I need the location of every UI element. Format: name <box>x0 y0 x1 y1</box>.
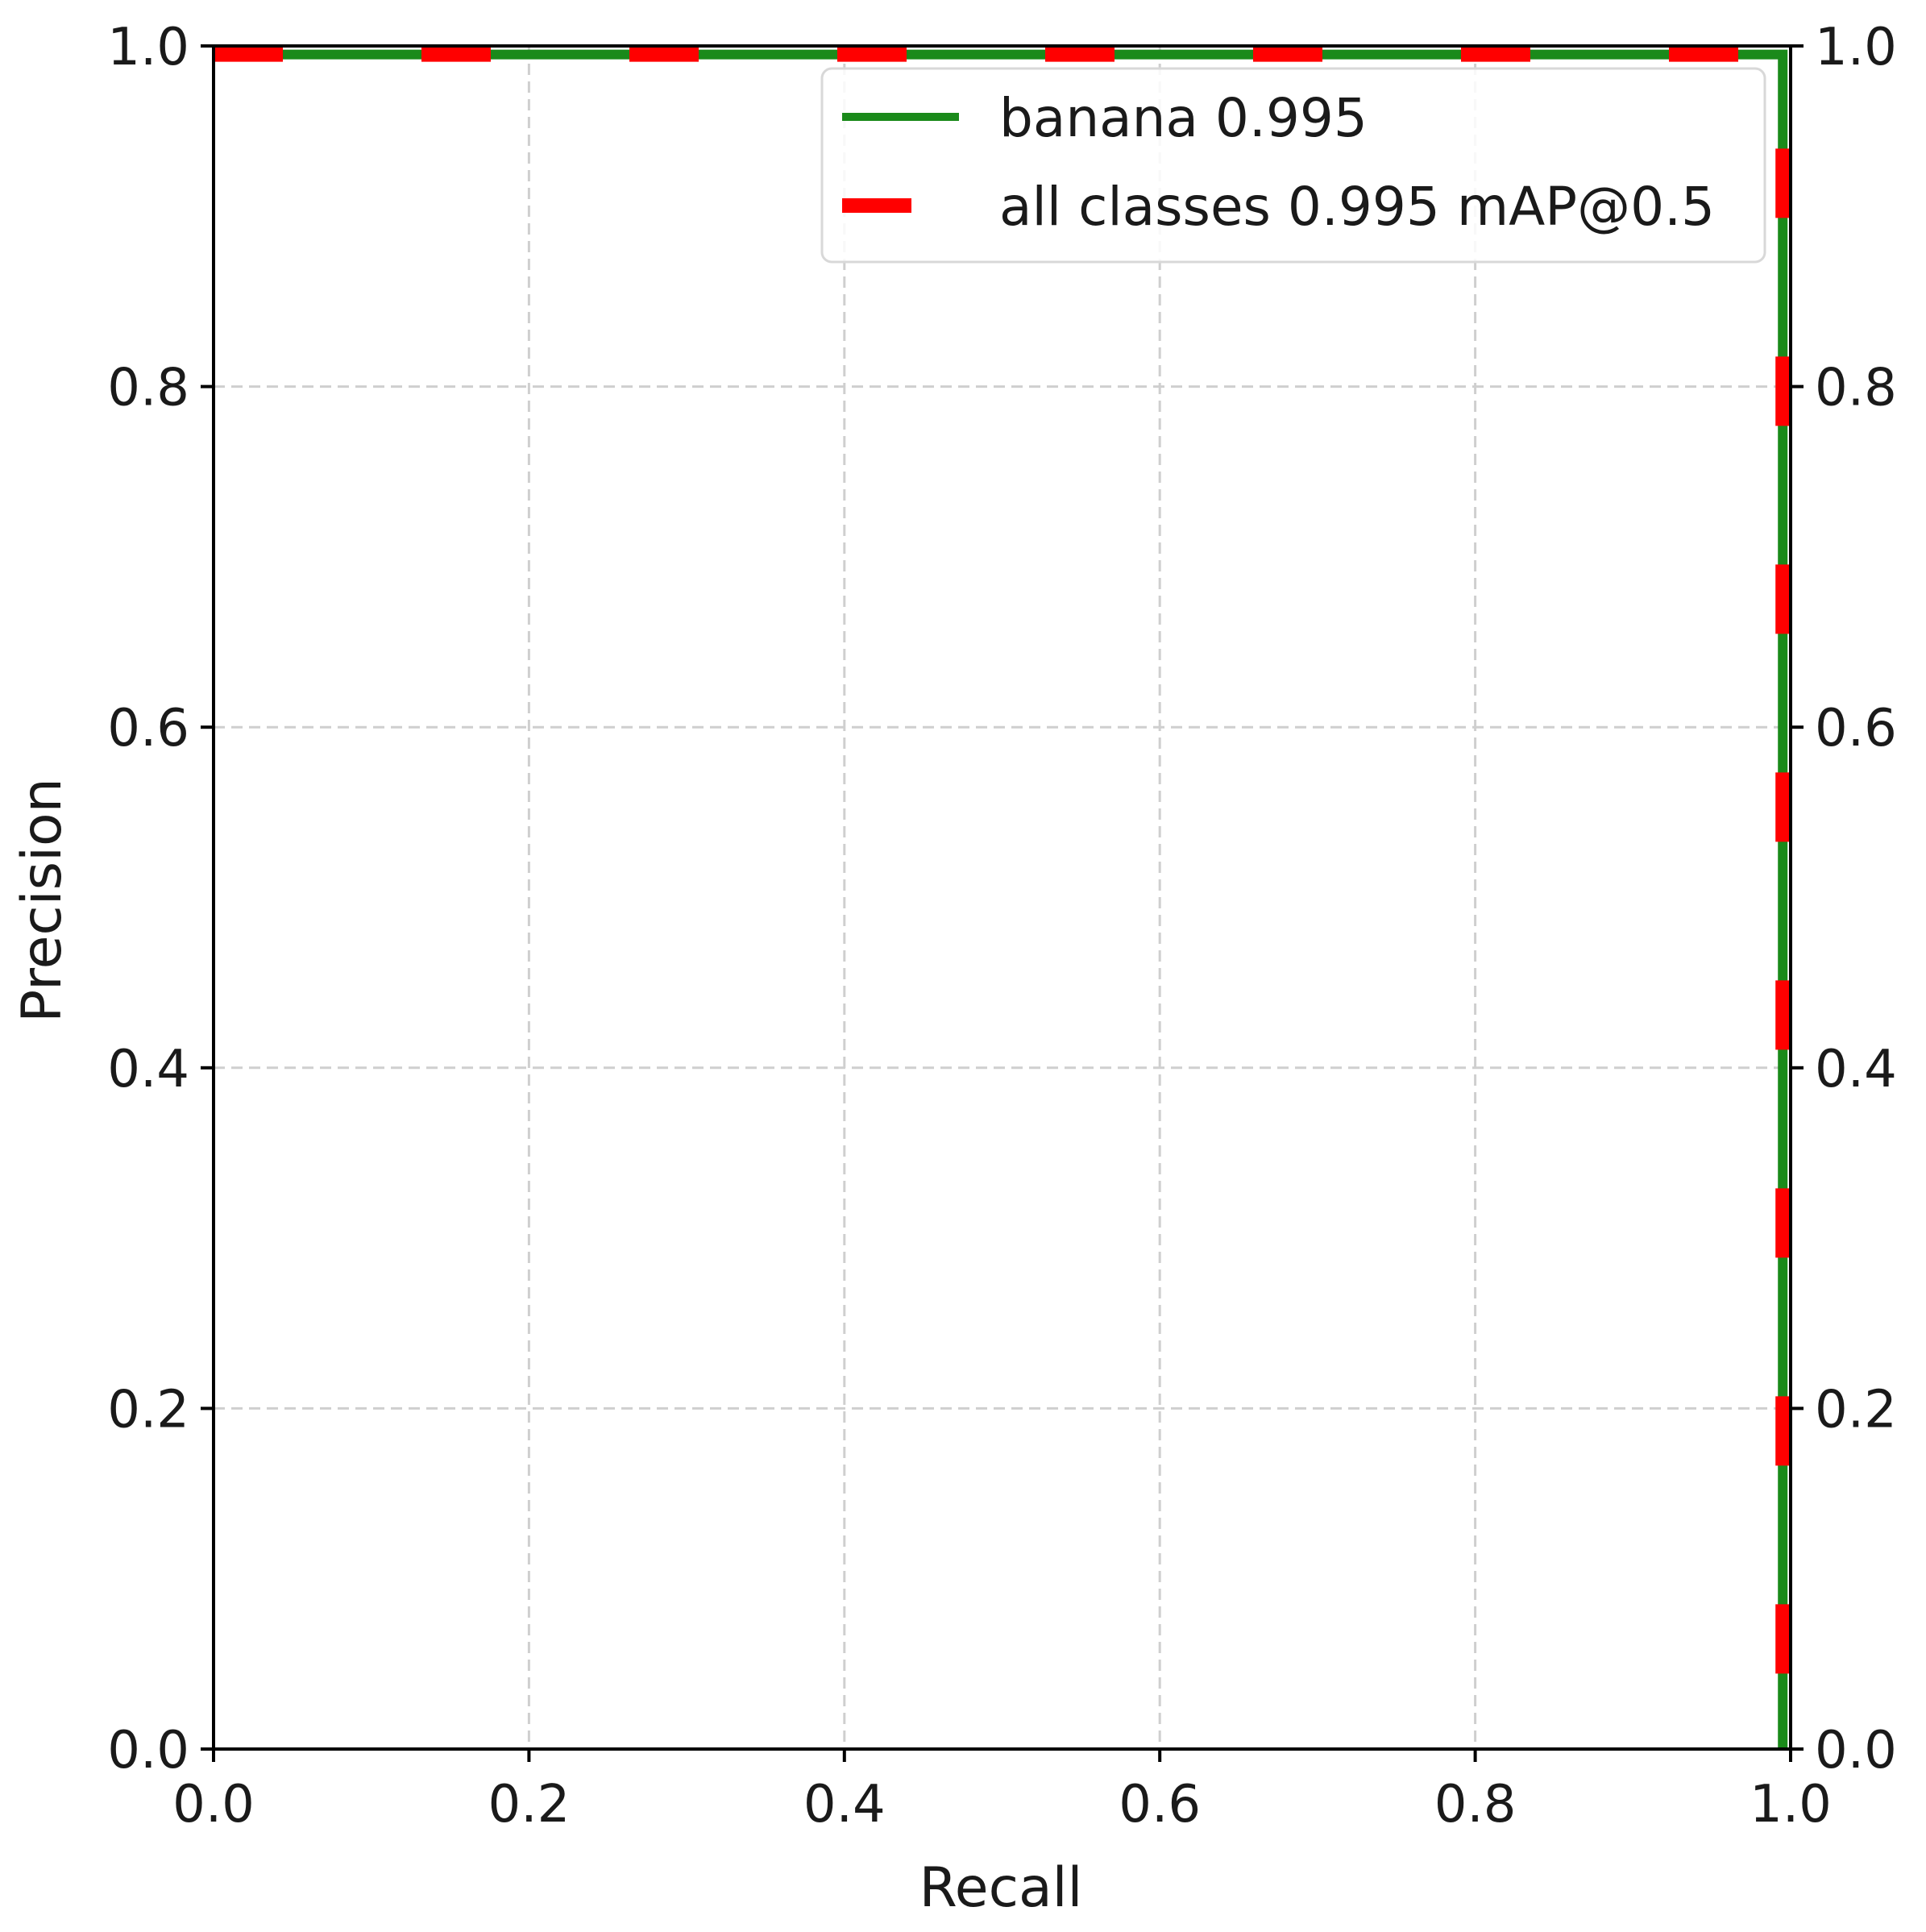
x-tick-label: 0.8 <box>1434 1775 1517 1834</box>
series-line-0 <box>214 49 1788 1749</box>
legend-label-1: all classes 0.995 mAP@0.5 <box>999 176 1715 238</box>
x-tick-label: 0.4 <box>803 1775 886 1834</box>
legend-label-0: banana 0.995 <box>999 87 1368 149</box>
series-line-1 <box>214 47 1791 1749</box>
y-tick-label: 1.0 <box>107 18 189 77</box>
x-tick-label: 0.6 <box>1119 1775 1201 1834</box>
y-tick-label: 0.8 <box>107 359 189 418</box>
y-tick-label: 0.2 <box>107 1380 189 1440</box>
y-tick-label: 0.0 <box>107 1721 189 1780</box>
y2-tick-label: 0.4 <box>1815 1040 1897 1099</box>
y2-tick-label: 1.0 <box>1815 18 1897 77</box>
axes-layer: 0.0 0.2 0.4 0.6 0.8 1.00.0 0.00.2 0.20.4 0.40.6 0… <box>107 18 1897 1834</box>
x-tick-label: 1.0 <box>1750 1775 1832 1834</box>
legend-box <box>820 67 1766 264</box>
y2-tick-label: 0.2 <box>1815 1380 1897 1440</box>
legend: banana 0.995 all classes 0.995 mAP@0.5 <box>820 67 1766 264</box>
grid-layer <box>214 46 1791 1749</box>
series-layer <box>214 47 1791 1749</box>
plot-frame <box>212 44 1792 1751</box>
x-tick-label: 0.2 <box>488 1775 571 1834</box>
y-axis-label: Precision <box>10 778 74 1022</box>
y2-tick-label: 0.8 <box>1815 359 1897 418</box>
x-tick-label: 0.0 <box>172 1775 255 1834</box>
y2-tick-label: 0.0 <box>1815 1721 1897 1780</box>
y-tick-label: 0.6 <box>107 699 189 758</box>
y-tick-label: 0.4 <box>107 1040 189 1099</box>
y2-tick-label: 0.6 <box>1815 699 1897 758</box>
x-axis-label: Recall <box>919 1856 1083 1920</box>
